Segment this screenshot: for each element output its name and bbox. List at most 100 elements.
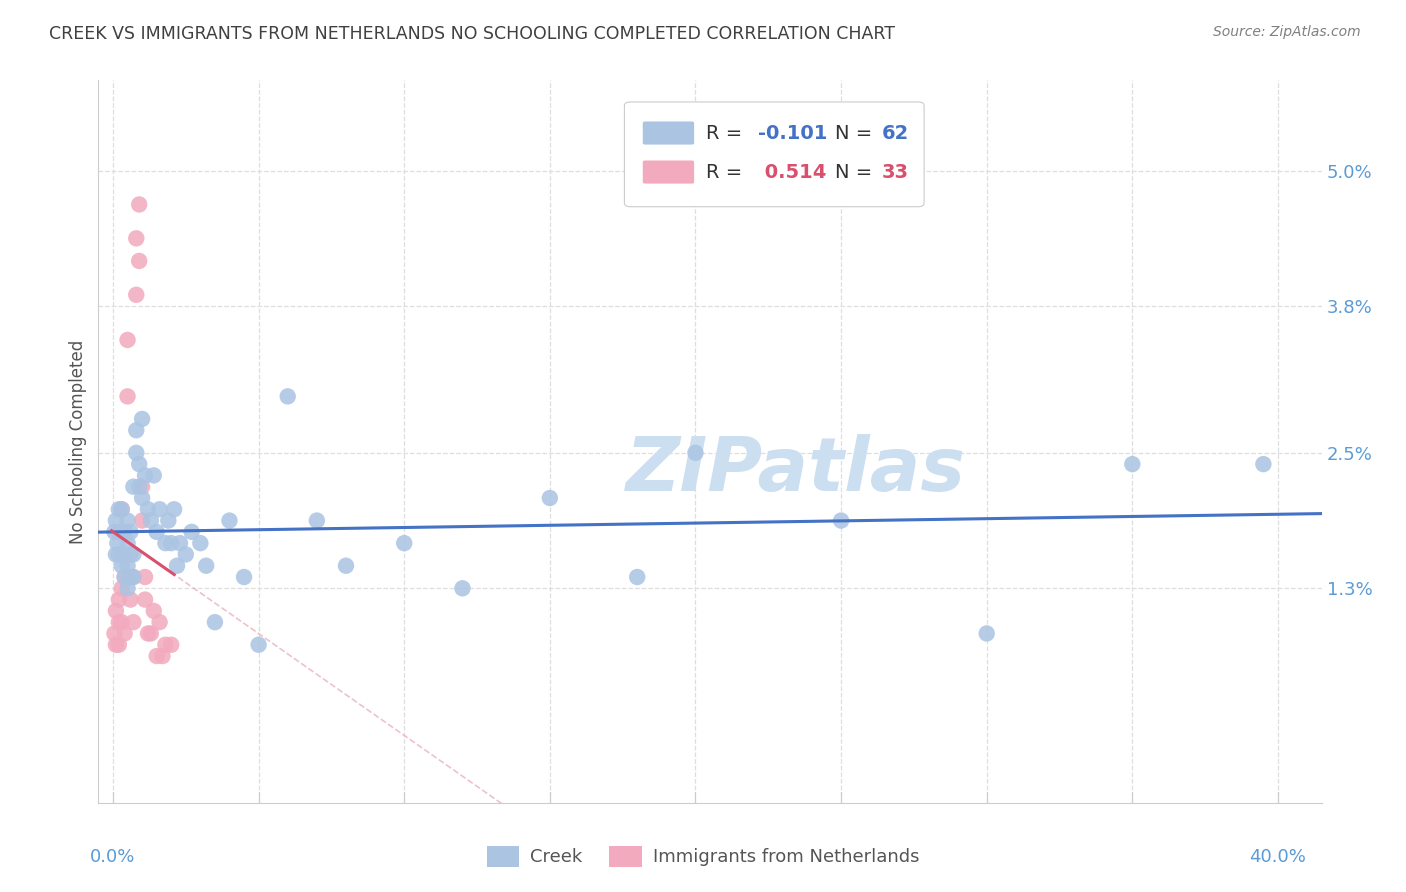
FancyBboxPatch shape: [643, 161, 695, 184]
Point: [163, 502, 186, 516]
Point: [128, 197, 150, 211]
Text: N =: N =: [835, 123, 879, 143]
Point: [111, 502, 134, 516]
Point: [120, 592, 142, 607]
Point: [122, 480, 145, 494]
Point: [247, 638, 270, 652]
Text: 0.514: 0.514: [758, 162, 827, 182]
Point: [134, 468, 156, 483]
Point: [120, 570, 142, 584]
Point: [122, 615, 145, 630]
Point: [122, 570, 145, 584]
Point: [131, 491, 153, 505]
Point: [114, 570, 136, 584]
Text: -0.101: -0.101: [758, 123, 827, 143]
Point: [103, 626, 125, 640]
Text: Source: ZipAtlas.com: Source: ZipAtlas.com: [1213, 25, 1361, 39]
Point: [114, 626, 136, 640]
FancyBboxPatch shape: [643, 121, 695, 145]
Point: [108, 638, 131, 652]
Point: [139, 514, 162, 528]
Point: [277, 389, 299, 403]
Point: [149, 615, 172, 630]
Point: [111, 615, 134, 630]
Point: [105, 536, 128, 550]
Point: [169, 536, 191, 550]
Point: [117, 536, 139, 550]
Point: [160, 536, 183, 550]
FancyBboxPatch shape: [624, 102, 924, 207]
Point: [149, 502, 172, 516]
Point: [111, 548, 134, 562]
Point: [117, 333, 139, 347]
Legend: Creek, Immigrants from Netherlands: Creek, Immigrants from Netherlands: [479, 838, 927, 874]
Point: [195, 558, 218, 573]
Point: [830, 514, 852, 528]
Point: [134, 570, 156, 584]
Point: [103, 524, 125, 539]
Point: [204, 615, 226, 630]
Point: [114, 570, 136, 584]
Point: [104, 548, 127, 562]
Point: [305, 514, 328, 528]
Point: [120, 524, 142, 539]
Point: [117, 389, 139, 403]
Point: [451, 582, 474, 596]
Text: 0.0%: 0.0%: [90, 848, 135, 866]
Point: [117, 514, 139, 528]
Point: [538, 491, 561, 505]
Point: [117, 582, 139, 596]
Point: [131, 514, 153, 528]
Text: 33: 33: [882, 162, 908, 182]
Point: [108, 502, 131, 516]
Point: [136, 502, 159, 516]
Point: [111, 524, 134, 539]
Point: [233, 570, 256, 584]
Text: R =: R =: [706, 123, 749, 143]
Point: [626, 570, 648, 584]
Point: [155, 536, 177, 550]
Point: [145, 524, 167, 539]
Point: [104, 514, 127, 528]
Point: [157, 514, 180, 528]
Point: [160, 638, 183, 652]
Point: [125, 446, 148, 460]
Point: [131, 480, 153, 494]
Point: [122, 548, 145, 562]
Point: [335, 558, 357, 573]
Point: [108, 524, 131, 539]
Point: [125, 287, 148, 301]
Point: [136, 626, 159, 640]
Point: [108, 548, 131, 562]
Point: [976, 626, 998, 640]
Text: R =: R =: [706, 162, 749, 182]
Point: [122, 570, 145, 584]
Point: [117, 558, 139, 573]
Point: [155, 638, 177, 652]
Text: N =: N =: [835, 162, 879, 182]
Text: 62: 62: [882, 123, 908, 143]
Point: [218, 514, 240, 528]
Point: [180, 524, 202, 539]
Point: [134, 592, 156, 607]
Point: [131, 412, 153, 426]
Point: [108, 615, 131, 630]
Point: [128, 253, 150, 268]
Point: [166, 558, 188, 573]
Point: [188, 536, 212, 550]
Text: 40.0%: 40.0%: [1250, 848, 1306, 866]
Point: [1121, 457, 1143, 471]
Point: [174, 548, 197, 562]
Point: [104, 604, 127, 618]
Text: CREEK VS IMMIGRANTS FROM NETHERLANDS NO SCHOOLING COMPLETED CORRELATION CHART: CREEK VS IMMIGRANTS FROM NETHERLANDS NO …: [49, 25, 896, 43]
Point: [128, 480, 150, 494]
Point: [145, 648, 167, 663]
Point: [152, 648, 174, 663]
Point: [120, 570, 142, 584]
Point: [1253, 457, 1275, 471]
Point: [142, 468, 165, 483]
Point: [120, 548, 142, 562]
Point: [114, 548, 136, 562]
Point: [394, 536, 416, 550]
Point: [128, 457, 150, 471]
